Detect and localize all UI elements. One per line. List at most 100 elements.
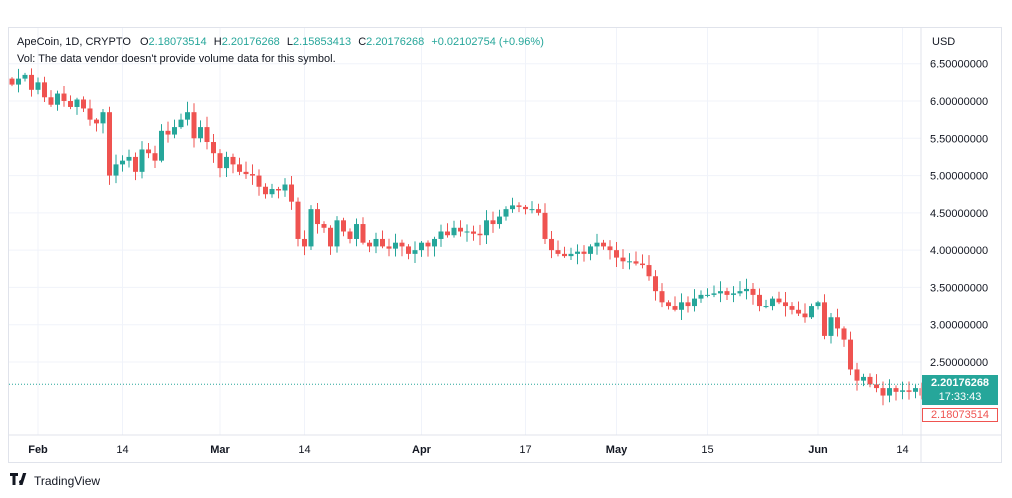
candle-body — [718, 291, 723, 294]
candle-body — [484, 220, 489, 236]
candle-body — [9, 78, 15, 85]
candle-body — [679, 302, 684, 310]
candle-body — [542, 212, 548, 239]
candle-body — [490, 220, 496, 225]
candle-body — [555, 250, 561, 254]
candle-body — [757, 294, 762, 307]
brand-name: TradingView — [34, 473, 101, 488]
low-value: 2.15853413 — [293, 36, 352, 48]
candle-body — [880, 388, 886, 396]
candle-body — [705, 294, 710, 296]
candle-body — [334, 220, 340, 247]
candle-body — [230, 156, 236, 165]
x-tick-label: May — [606, 444, 628, 456]
candle-body — [107, 112, 112, 176]
candle-body — [841, 328, 847, 340]
candle-body — [698, 294, 704, 299]
last-price-tag: 2.20176268 17:33:43 — [922, 375, 998, 405]
high-value: 2.20176268 — [221, 36, 280, 48]
candle-body — [198, 127, 203, 139]
open-price-tag: 2.18073514 — [922, 408, 998, 422]
low-label: L — [286, 36, 293, 48]
candle-body — [653, 276, 658, 292]
candle-body — [211, 142, 216, 154]
candle-body — [29, 74, 34, 90]
countdown-value: 17:33:43 — [938, 391, 982, 403]
candle-body — [744, 288, 749, 292]
y-tick-label: 6.50000000 — [930, 59, 988, 71]
candle-body — [763, 306, 769, 308]
candle-body — [256, 175, 262, 187]
candle-body — [815, 302, 821, 307]
candle-body — [731, 293, 736, 295]
close-value: 2.20176268 — [366, 36, 425, 48]
candle-body — [133, 156, 138, 172]
candle-body — [191, 112, 197, 139]
candle-body — [393, 242, 398, 249]
y-tick-label: 5.50000000 — [930, 133, 988, 145]
candle-body — [113, 164, 119, 176]
candle-body — [16, 78, 21, 85]
candle-body — [796, 309, 801, 314]
candle-body — [94, 119, 99, 124]
candle-body — [913, 388, 918, 392]
candle-body — [614, 250, 619, 258]
candle-body — [464, 231, 470, 233]
candle-body — [906, 390, 912, 392]
candle-body — [900, 390, 905, 392]
candle-body — [224, 156, 229, 169]
x-tick-label: 17 — [519, 444, 531, 456]
candle-body — [139, 149, 145, 172]
last-price-value: 2.20176268 — [930, 377, 990, 389]
candle-body — [152, 153, 158, 161]
y-tick-label: 4.00000000 — [930, 245, 988, 257]
candle-body — [575, 251, 580, 254]
candle-body — [217, 153, 223, 169]
candle-body — [178, 119, 184, 128]
candle-body — [354, 224, 359, 239]
candle-body — [328, 227, 333, 247]
candle-body — [308, 209, 314, 247]
candle-body — [367, 242, 372, 247]
candle-body — [601, 242, 606, 247]
tradingview-brand[interactable]: TradingView — [10, 473, 100, 488]
candle-body — [893, 388, 899, 392]
candle-body — [282, 184, 288, 191]
high-label: H — [213, 36, 222, 48]
candle-body — [399, 242, 405, 247]
candle-body — [250, 174, 255, 176]
currency-label[interactable]: USD — [932, 36, 956, 48]
candle-body — [243, 171, 249, 175]
candle-body — [588, 246, 593, 254]
chart-frame[interactable] — [8, 27, 1002, 463]
candle-body — [523, 206, 528, 210]
change-value: +0.02102754 (+0.96%) — [431, 36, 544, 48]
y-tick-label: 4.50000000 — [930, 208, 988, 220]
candle-body — [445, 231, 450, 236]
candle-body — [263, 186, 268, 195]
candle-body — [789, 306, 795, 310]
candle-body — [594, 242, 600, 247]
candle-body — [497, 216, 502, 225]
candle-body — [854, 369, 860, 381]
candle-body — [126, 156, 132, 161]
close-label: C — [358, 36, 367, 48]
candle-body — [835, 317, 840, 329]
candle-body — [120, 160, 125, 165]
candle-body — [347, 231, 353, 239]
candle-body — [607, 246, 613, 251]
y-tick-label: 3.50000000 — [930, 282, 988, 294]
candle-body — [516, 205, 522, 207]
candle-body — [776, 298, 782, 303]
candle-body — [646, 265, 652, 277]
candle-body — [269, 188, 275, 195]
candle-body — [724, 291, 730, 295]
y-tick-label: 6.00000000 — [930, 96, 988, 108]
candle-body — [477, 233, 483, 236]
candle-body — [529, 209, 535, 211]
candle-body — [809, 306, 814, 318]
candle-body — [685, 302, 691, 307]
candle-body — [737, 291, 743, 294]
candle-body — [451, 227, 457, 236]
